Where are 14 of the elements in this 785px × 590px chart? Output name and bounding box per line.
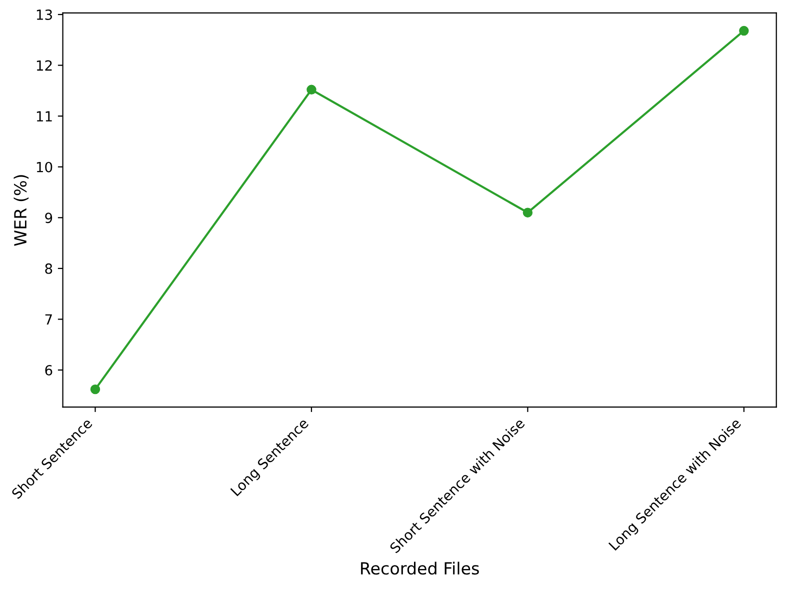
point (739, 26, 749, 36)
y-tick-label: 13 (36, 9, 52, 20)
point (522, 208, 533, 218)
point (306, 84, 316, 95)
x-axis-title: Recorded Files (361, 562, 479, 575)
y-tick-label: 8 (45, 263, 52, 274)
point (90, 384, 100, 394)
y-tick-label: 6 (45, 364, 52, 376)
y-axis-title: WER (%) (14, 175, 29, 246)
y-tick-label: 11 (36, 111, 52, 122)
y-tick-label: 12 (36, 60, 52, 71)
y-tick-label: 9 (45, 212, 52, 224)
y-tick-label: 10 (36, 162, 52, 172)
y-tick-label: 7 (45, 314, 52, 325)
